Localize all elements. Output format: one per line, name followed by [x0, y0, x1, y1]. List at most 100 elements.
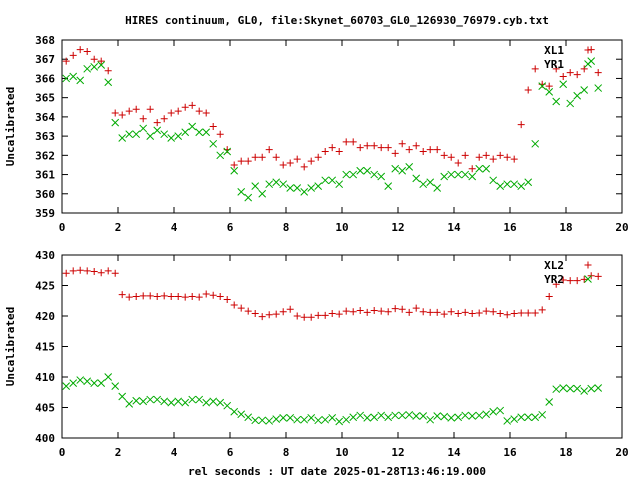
x-tick-label: 14	[447, 446, 461, 459]
data-point	[412, 304, 420, 312]
data-point	[398, 411, 407, 420]
x-tick-label: 12	[391, 221, 404, 234]
data-point	[202, 398, 211, 407]
data-point	[195, 107, 203, 115]
data-point	[356, 166, 365, 175]
y-tick-label: 367	[35, 53, 55, 66]
data-point	[104, 67, 112, 75]
data-point	[363, 308, 371, 316]
data-point	[132, 130, 141, 139]
data-point	[552, 385, 561, 394]
data-point	[447, 414, 456, 422]
data-point	[510, 415, 519, 423]
y-tick-label: 430	[35, 249, 55, 262]
data-point	[321, 147, 329, 155]
data-point	[559, 276, 567, 284]
x-tick-label: 2	[115, 221, 122, 234]
y-tick-label: 366	[35, 72, 55, 85]
data-point	[251, 416, 260, 425]
panel-1: 0 2 4 6 8 10 12 14 16 18 20 359 360 361 362 363 364 365 36…	[4, 34, 629, 234]
data-point	[398, 140, 406, 148]
data-point	[566, 69, 574, 77]
data-point	[468, 165, 476, 173]
data-point	[62, 382, 71, 391]
data-point	[118, 392, 127, 401]
data-point	[83, 48, 91, 56]
data-point	[559, 80, 568, 89]
data-point	[279, 308, 287, 316]
data-point	[482, 164, 491, 173]
data-point	[202, 290, 210, 298]
data-point	[244, 413, 253, 422]
data-point	[412, 174, 421, 183]
data-point	[328, 310, 336, 318]
data-point	[328, 144, 336, 152]
data-point	[174, 397, 183, 406]
data-point	[223, 147, 232, 156]
data-point	[307, 157, 315, 165]
plot-frame	[61, 254, 623, 439]
data-point	[335, 147, 343, 155]
data-point	[510, 180, 519, 189]
data-point	[69, 72, 78, 81]
series-YR2	[62, 373, 603, 426]
data-point	[279, 414, 288, 422]
data-point	[503, 417, 512, 425]
x-tick-label: 16	[503, 446, 517, 459]
data-point	[580, 387, 589, 395]
data-point	[447, 308, 455, 316]
data-point	[314, 153, 322, 161]
data-point	[146, 105, 154, 113]
data-point	[125, 107, 133, 115]
data-point	[370, 170, 379, 179]
data-point	[398, 166, 407, 175]
data-point	[454, 159, 462, 167]
data-point	[321, 311, 329, 319]
data-point	[552, 280, 560, 288]
data-point	[90, 63, 99, 71]
data-point	[76, 266, 84, 274]
data-point	[363, 166, 372, 175]
data-point	[139, 397, 148, 406]
data-point	[370, 307, 378, 315]
data-point	[272, 153, 280, 161]
x-tick-label: 10	[335, 221, 348, 234]
data-point	[489, 155, 497, 163]
data-point	[454, 310, 462, 318]
legend-marker	[584, 275, 592, 283]
data-point	[307, 414, 316, 422]
data-point	[265, 417, 274, 425]
y-tick-label: 425	[35, 280, 55, 293]
data-point	[496, 151, 504, 159]
data-point	[335, 180, 344, 189]
data-point	[377, 144, 385, 152]
x-tick-label: 18	[559, 446, 572, 459]
data-point	[181, 293, 189, 301]
data-point	[237, 304, 245, 312]
data-point	[433, 412, 442, 420]
data-point	[573, 277, 581, 285]
data-point	[286, 159, 294, 167]
data-point	[594, 384, 603, 392]
chart-title: HIRES continuum, GL0, file:Skynet_60703_…	[125, 14, 549, 27]
data-point	[587, 384, 596, 393]
data-point	[391, 149, 399, 157]
data-point	[412, 412, 421, 420]
x-axis-label: rel seconds : UT date 2025-01-28T13:46:1…	[188, 465, 486, 478]
data-point	[370, 413, 379, 422]
data-point	[174, 107, 182, 115]
data-point	[461, 308, 469, 316]
data-point	[433, 308, 441, 316]
data-point	[279, 180, 288, 189]
data-point	[244, 193, 253, 202]
data-point	[573, 91, 582, 100]
y-axis-label: Uncalibrated	[4, 307, 17, 386]
data-point	[517, 413, 526, 422]
data-point	[69, 379, 78, 387]
data-point	[146, 132, 155, 140]
data-point	[314, 182, 323, 190]
data-point	[237, 157, 245, 165]
data-point	[538, 410, 547, 419]
data-point	[139, 115, 147, 123]
data-point	[62, 74, 71, 83]
